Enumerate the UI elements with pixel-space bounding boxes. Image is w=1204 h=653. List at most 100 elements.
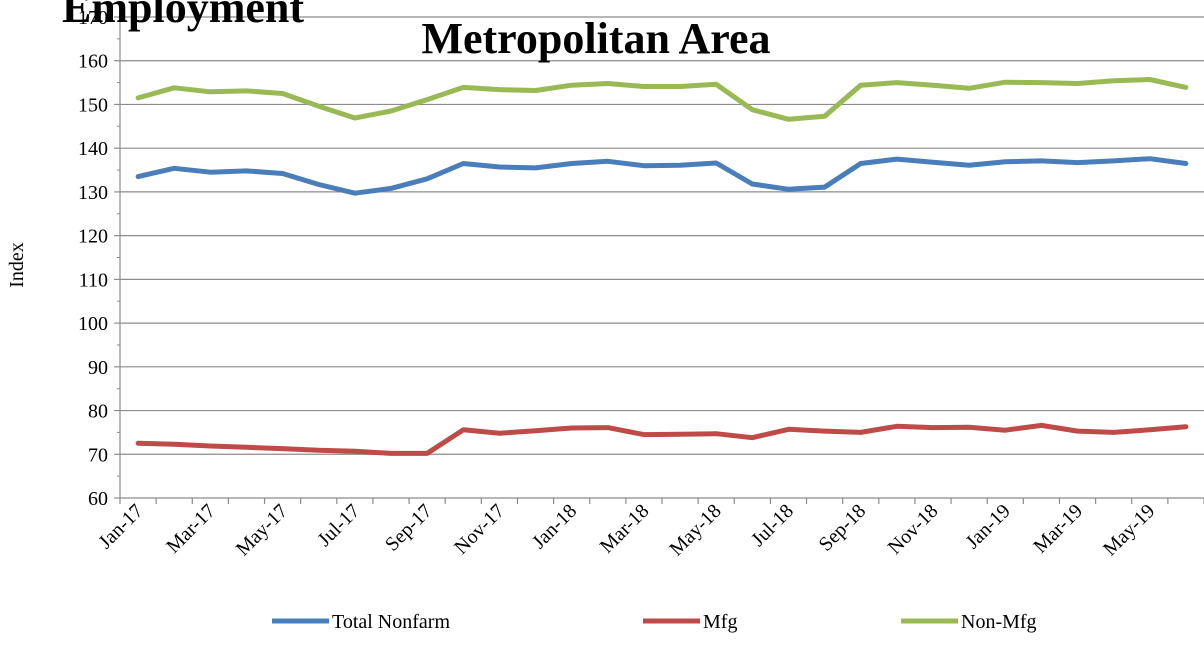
data-point: [208, 170, 212, 174]
data-point: [1148, 428, 1152, 432]
data-point: [425, 177, 429, 181]
data-point: [750, 182, 754, 186]
title-line-1: Employment: [62, 0, 304, 32]
data-point: [895, 157, 899, 161]
data-point: [136, 175, 140, 179]
data-point: [425, 451, 429, 455]
data-point: [1184, 425, 1188, 429]
data-point: [497, 88, 501, 92]
data-point: [1039, 423, 1043, 427]
data-point: [714, 82, 718, 86]
data-point: [534, 89, 538, 93]
data-point: [1003, 160, 1007, 164]
data-point: [678, 432, 682, 436]
y-tick-label: 100: [78, 313, 108, 335]
data-point: [642, 164, 646, 168]
y-tick-label: 120: [78, 226, 108, 248]
data-point: [461, 85, 465, 89]
y-tick-label: 150: [78, 94, 108, 116]
data-point: [497, 165, 501, 169]
data-point: [570, 426, 574, 430]
data-point: [245, 169, 249, 173]
x-tick-label: Jul-18: [747, 500, 798, 551]
data-point: [136, 441, 140, 445]
data-point: [353, 116, 357, 120]
legend-label: Non-Mfg: [961, 611, 1037, 633]
data-point: [859, 83, 863, 87]
y-tick-label: 140: [78, 138, 108, 160]
data-point: [678, 163, 682, 167]
data-point: [208, 444, 212, 448]
data-point: [425, 98, 429, 102]
data-point: [859, 430, 863, 434]
data-point: [317, 183, 321, 187]
data-point: [1112, 430, 1116, 434]
data-point: [461, 428, 465, 432]
y-tick-label: 170: [78, 7, 108, 29]
y-tick-label: 110: [79, 269, 108, 291]
data-point: [1112, 79, 1116, 83]
data-point: [678, 85, 682, 89]
data-point: [389, 186, 393, 190]
y-tick-label: 90: [88, 357, 108, 379]
y-axis-label: Index: [6, 242, 28, 288]
data-point: [967, 86, 971, 90]
data-point: [245, 445, 249, 449]
y-tick-label: 60: [88, 488, 108, 510]
data-point: [245, 89, 249, 93]
data-point: [353, 449, 357, 453]
data-point: [750, 436, 754, 440]
data-point: [714, 161, 718, 165]
x-tick-label: Mar-17: [162, 500, 220, 558]
data-point: [172, 86, 176, 90]
data-point: [895, 424, 899, 428]
x-tick-label: May-19: [1099, 500, 1159, 560]
series-line-non-mfg: [135, 77, 1189, 122]
data-point: [787, 117, 791, 121]
data-point: [1076, 161, 1080, 165]
x-tick-label: Mar-19: [1029, 500, 1087, 558]
data-point: [787, 427, 791, 431]
data-point: [1003, 80, 1007, 84]
data-point: [570, 162, 574, 166]
data-point: [606, 159, 610, 163]
data-point: [1039, 81, 1043, 85]
x-tick-label: Jul-17: [313, 500, 364, 551]
data-point: [1184, 85, 1188, 89]
x-tick-label: Nov-17: [450, 500, 509, 559]
gridlines: [120, 16, 1204, 499]
x-tick-label: May-17: [232, 500, 292, 560]
data-point: [823, 429, 827, 433]
data-point: [317, 448, 321, 452]
data-point: [859, 162, 863, 166]
x-tick-label: Jan-18: [528, 500, 581, 553]
y-tick-label: 130: [78, 182, 108, 204]
data-point: [1112, 159, 1116, 163]
data-point: [642, 433, 646, 437]
data-point: [606, 82, 610, 86]
x-tick-label: Mar-18: [596, 500, 654, 558]
x-tick-label: Sep-17: [381, 500, 437, 556]
data-point: [642, 85, 646, 89]
data-point: [136, 96, 140, 100]
data-point: [208, 90, 212, 94]
data-point: [931, 160, 935, 164]
data-point: [823, 114, 827, 118]
series-line-mfg: [135, 422, 1189, 456]
data-point: [172, 166, 176, 170]
data-point: [1003, 428, 1007, 432]
chart-title: Employment Metropolitan Area: [62, 0, 771, 63]
data-point: [967, 425, 971, 429]
data-point: [750, 108, 754, 112]
data-point: [497, 431, 501, 435]
x-tick-label: Nov-18: [884, 500, 943, 559]
data-point: [1076, 429, 1080, 433]
data-point: [967, 163, 971, 167]
data-point: [389, 451, 393, 455]
data-point: [389, 109, 393, 113]
data-point: [1076, 82, 1080, 86]
data-point: [353, 191, 357, 195]
data-point: [281, 92, 285, 96]
